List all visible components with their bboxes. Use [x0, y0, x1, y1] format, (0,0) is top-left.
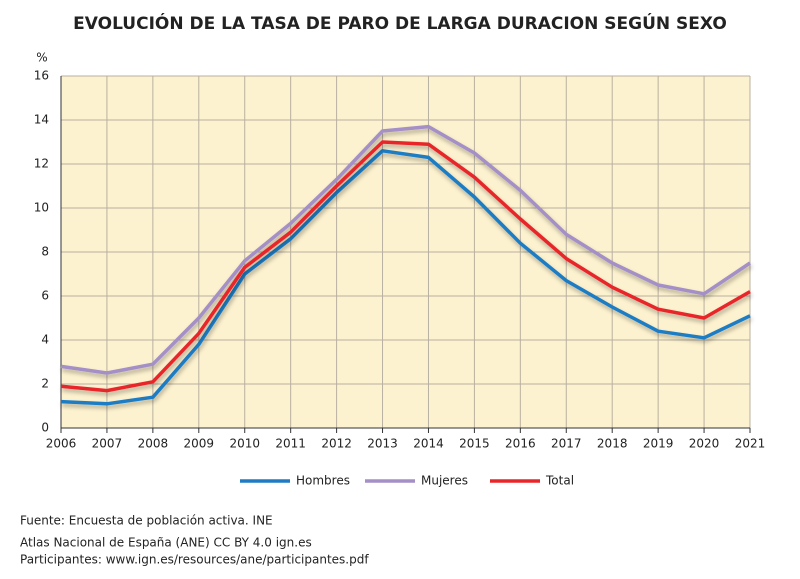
x-tick-label: 2014: [413, 437, 444, 451]
y-tick-label: 12: [34, 157, 49, 171]
legend-label: Total: [545, 474, 574, 488]
data-line: [60, 140, 751, 393]
x-tick-label: 2007: [92, 437, 123, 451]
y-tick-label: 2: [41, 377, 49, 391]
x-tick-label: 2009: [184, 437, 215, 451]
x-tick-label: 2011: [275, 437, 306, 451]
x-tick-label: 2018: [597, 437, 628, 451]
y-tick-label: 16: [34, 69, 49, 83]
data-line: [60, 149, 751, 406]
legend-label: Hombres: [296, 474, 350, 488]
source-note: Fuente: Encuesta de población activa. IN…: [20, 514, 273, 528]
x-tick-label: 2012: [321, 437, 352, 451]
y-tick-label: 10: [34, 201, 49, 215]
x-tick-label: 2013: [367, 437, 398, 451]
y-tick-label: 0: [41, 421, 49, 435]
x-tick-label: 2006: [46, 437, 77, 451]
license-note: Atlas Nacional de España (ANE) CC BY 4.0…: [20, 536, 312, 550]
legend-label: Mujeres: [421, 474, 468, 488]
x-tick-label: 2019: [643, 437, 674, 451]
x-tick-label: 2016: [505, 437, 536, 451]
x-tick-label: 2015: [459, 437, 490, 451]
y-axis-label: %: [36, 51, 47, 65]
x-tick-label: 2010: [229, 437, 260, 451]
x-tick-label: 2008: [138, 437, 169, 451]
x-tick-label: 2017: [551, 437, 582, 451]
x-tick-label: 2021: [735, 437, 766, 451]
x-tick-label: 2020: [689, 437, 720, 451]
y-tick-label: 14: [34, 113, 49, 127]
y-tick-label: 8: [41, 245, 49, 259]
y-tick-label: 6: [41, 289, 49, 303]
data-line: [60, 124, 751, 375]
chart-title: EVOLUCIÓN DE LA TASA DE PARO DE LARGA DU…: [73, 12, 727, 34]
y-tick-label: 4: [41, 333, 49, 347]
participants-note: Participantes: www.ign.es/resources/ane/…: [20, 553, 369, 567]
